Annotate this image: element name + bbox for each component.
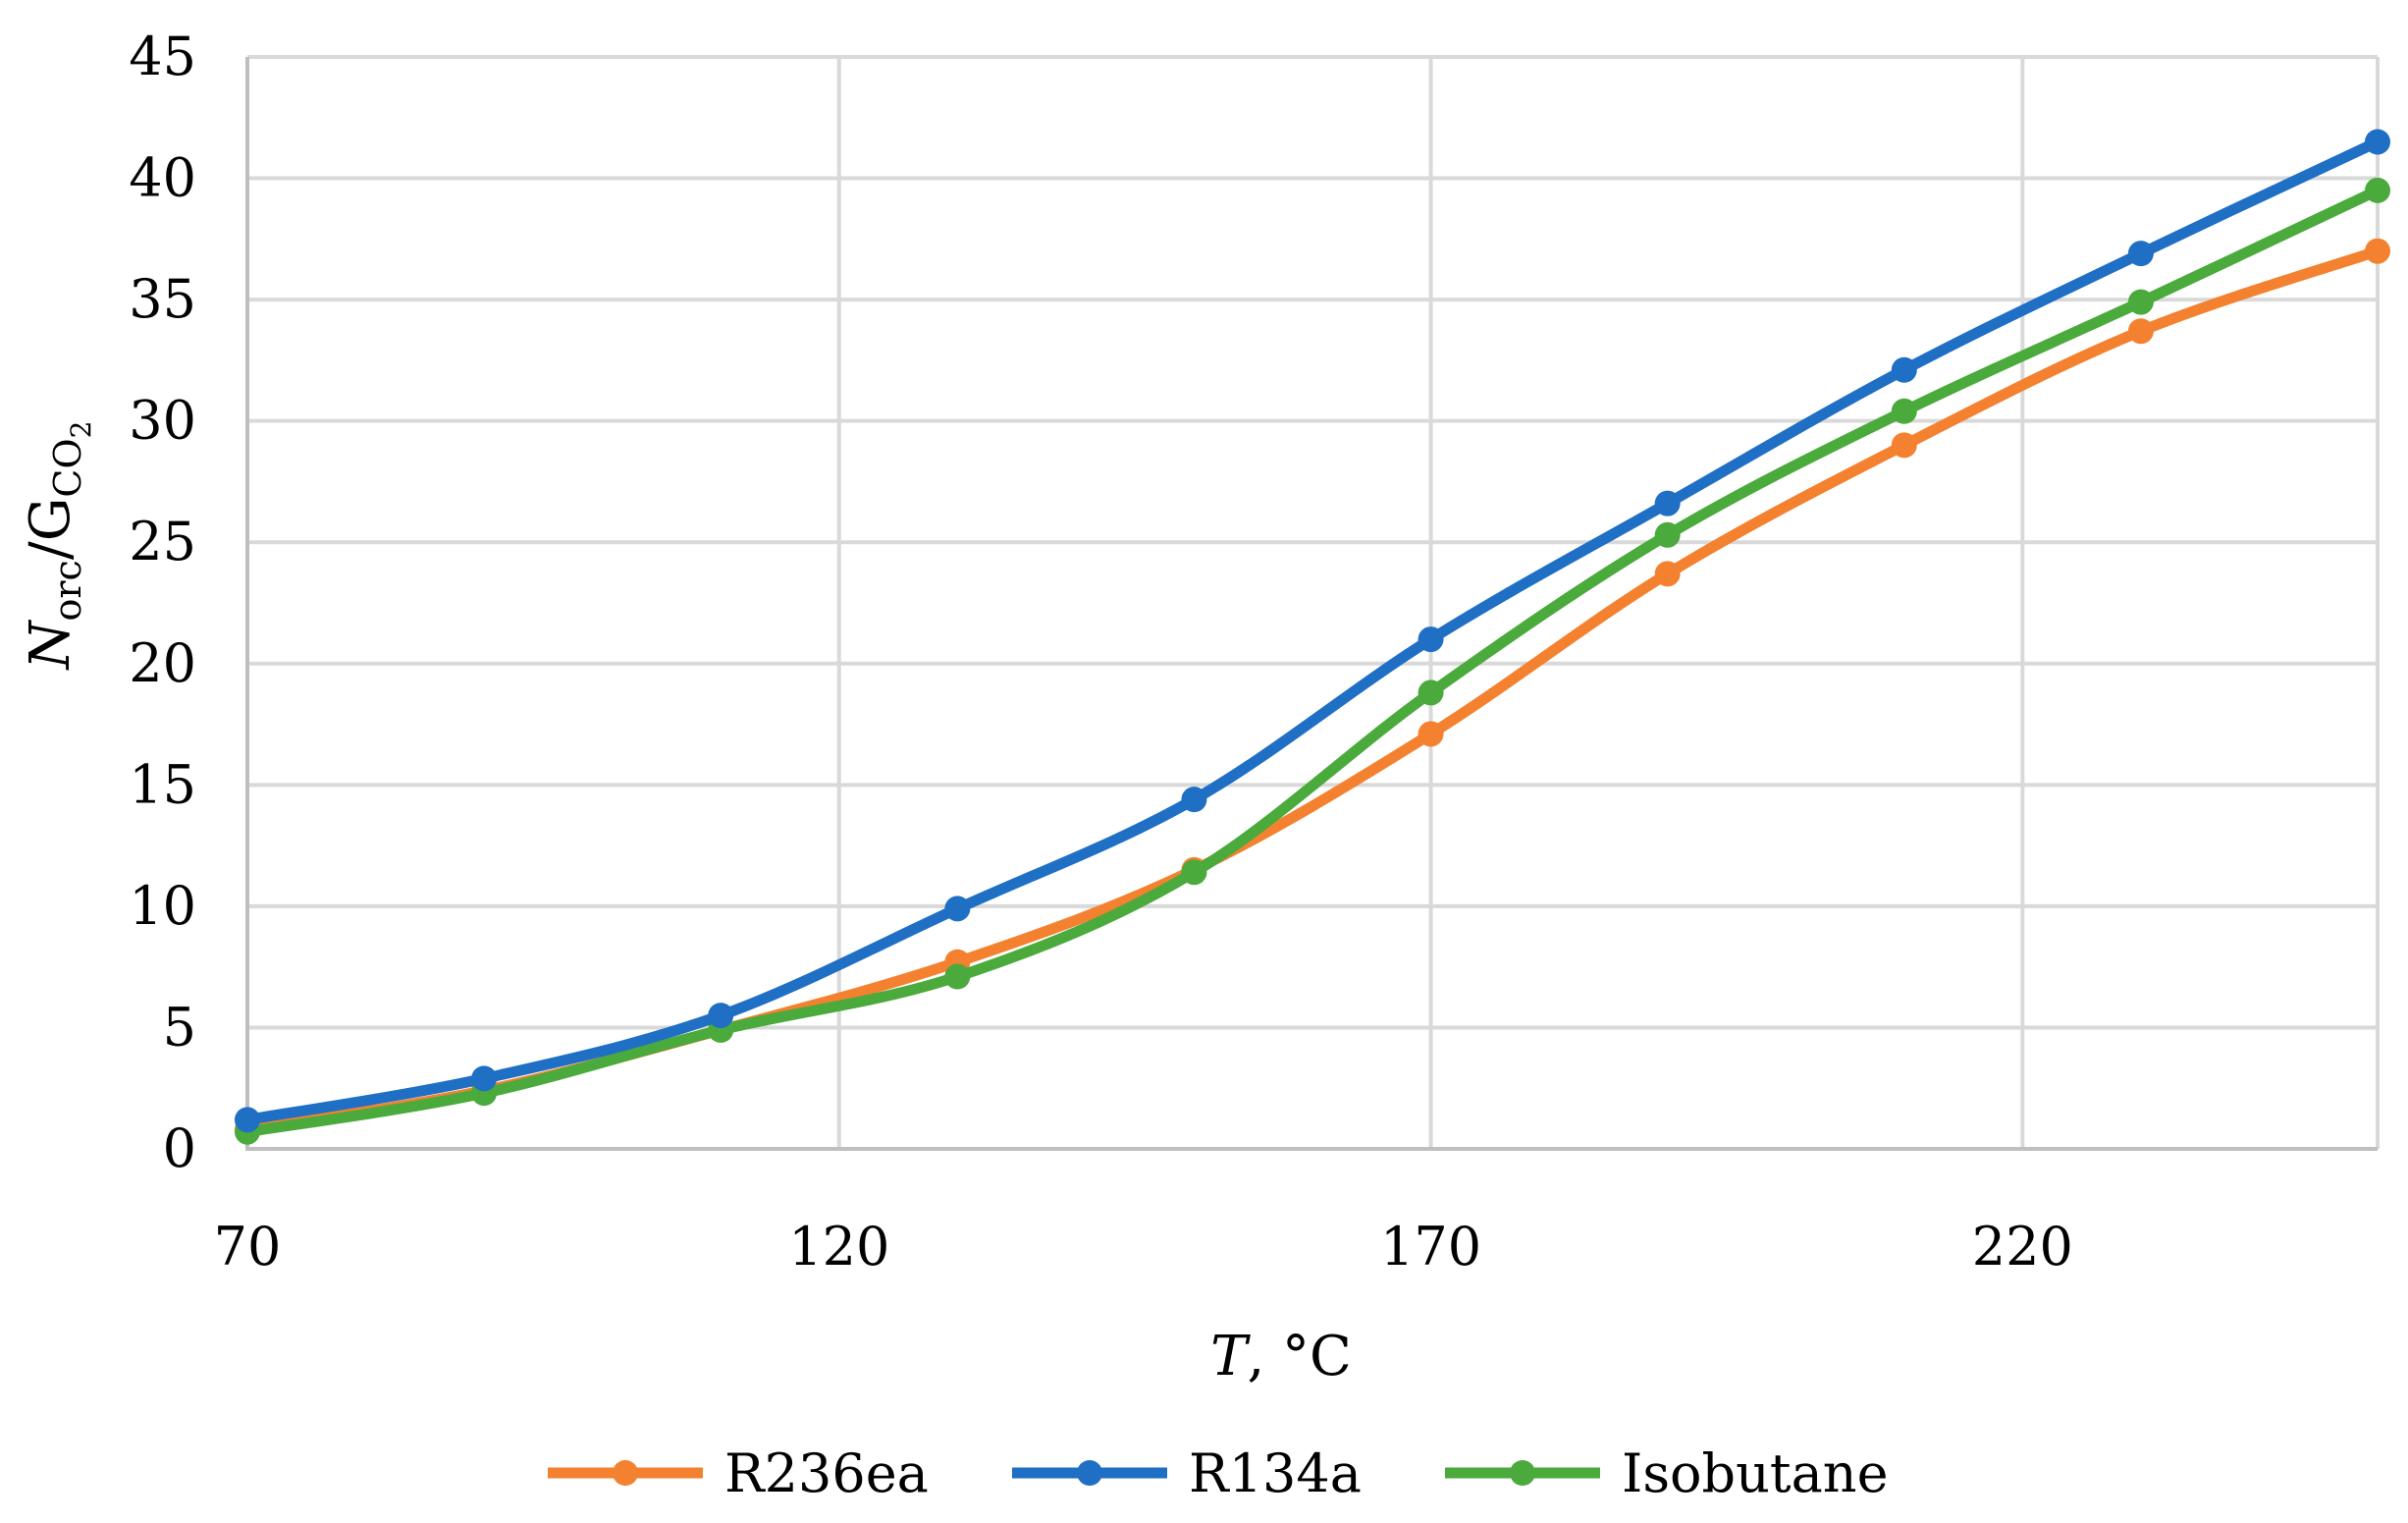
series-r236ea bbox=[235, 238, 2390, 1143]
legend-swatch-marker-r134a bbox=[1077, 1460, 1102, 1486]
legend: R236ea R134a Isobutane bbox=[548, 1442, 1889, 1504]
y-tick-label-15: 15 bbox=[129, 753, 196, 815]
y-axis-title: Norc/GCO2 bbox=[19, 421, 97, 672]
x-tick-label-70: 70 bbox=[214, 1216, 282, 1278]
legend-item-r236ea: R236ea bbox=[548, 1442, 929, 1504]
y-tick-label-5: 5 bbox=[163, 996, 196, 1058]
x-tick-label-120: 120 bbox=[788, 1216, 889, 1278]
point-r236ea-230 bbox=[2127, 318, 2154, 345]
y-tick-label-35: 35 bbox=[129, 268, 196, 330]
point-isobutane-170 bbox=[1418, 680, 1444, 706]
x-tick-label-170: 170 bbox=[1380, 1216, 1481, 1278]
y-tick-label-0: 0 bbox=[163, 1117, 196, 1179]
x-axis-unit: , °C bbox=[1247, 1325, 1351, 1388]
point-r134a-70 bbox=[235, 1107, 260, 1133]
point-r134a-210 bbox=[1891, 356, 1917, 383]
point-r134a-250 bbox=[2365, 129, 2390, 155]
y-axis-main-g: G bbox=[19, 498, 82, 542]
x-axis-title: T, °C bbox=[1210, 1325, 1352, 1388]
point-r236ea-190 bbox=[1654, 561, 1681, 587]
point-isobutane-250 bbox=[2365, 177, 2390, 203]
legend-item-r134a: R134a bbox=[1012, 1442, 1362, 1504]
point-r134a-150 bbox=[1181, 787, 1207, 813]
point-isobutane-150 bbox=[1181, 859, 1207, 886]
axes bbox=[245, 57, 2378, 1151]
point-r134a-190 bbox=[1654, 490, 1681, 517]
y-tick-label-25: 25 bbox=[129, 511, 196, 572]
series-line-r236ea bbox=[241, 245, 2383, 1135]
point-r134a-90 bbox=[471, 1065, 498, 1092]
legend-label-r236ea: R236ea bbox=[724, 1442, 929, 1504]
x-tick-label-220: 220 bbox=[1972, 1216, 2073, 1278]
y-axis-sub-orc: orc bbox=[46, 560, 89, 621]
point-r134a-130 bbox=[944, 896, 971, 922]
series-r134a bbox=[235, 129, 2390, 1133]
y-axis-main-n: N bbox=[19, 620, 82, 672]
series-line-isobutane bbox=[241, 185, 2383, 1138]
legend-label-isobutane: Isobutane bbox=[1622, 1442, 1889, 1504]
y-tick-label-10: 10 bbox=[129, 875, 196, 937]
legend-label-r134a: R134a bbox=[1189, 1442, 1362, 1504]
x-axis-variable: T bbox=[1210, 1325, 1251, 1388]
y-axis-sub-2: 2 bbox=[65, 421, 97, 439]
y-axis-sub-co: CO bbox=[46, 438, 89, 497]
y-tick-label-20: 20 bbox=[129, 632, 196, 694]
legend-swatch-marker-r236ea bbox=[613, 1460, 638, 1486]
legend-item-isobutane: Isobutane bbox=[1445, 1442, 1889, 1504]
series-line-r134a bbox=[241, 136, 2383, 1125]
point-r236ea-210 bbox=[1891, 432, 1917, 459]
y-tick-label-40: 40 bbox=[129, 147, 196, 209]
point-isobutane-230 bbox=[2127, 289, 2154, 315]
point-isobutane-130 bbox=[944, 963, 971, 990]
series-layer bbox=[235, 129, 2390, 1145]
point-r236ea-170 bbox=[1418, 721, 1444, 747]
point-r134a-230 bbox=[2127, 241, 2154, 267]
tick-labels: 0 5 10 15 20 25 30 35 40 45 70 120 170 220 bbox=[129, 26, 2073, 1278]
point-r236ea-250 bbox=[2365, 238, 2390, 264]
legend-swatch-marker-isobutane bbox=[1510, 1460, 1535, 1486]
gridlines bbox=[247, 55, 2380, 1149]
point-isobutane-210 bbox=[1891, 398, 1917, 424]
y-axis-slash: / bbox=[19, 541, 82, 560]
point-r134a-110 bbox=[708, 1003, 734, 1029]
point-isobutane-190 bbox=[1654, 521, 1681, 548]
point-r134a-170 bbox=[1418, 626, 1444, 653]
y-tick-label-30: 30 bbox=[129, 390, 196, 452]
series-isobutane bbox=[235, 177, 2390, 1145]
y-tick-label-45: 45 bbox=[129, 26, 196, 87]
